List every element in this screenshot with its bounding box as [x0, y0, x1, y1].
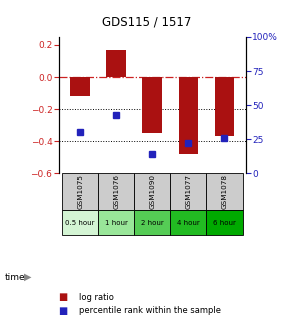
FancyBboxPatch shape — [62, 210, 98, 235]
FancyBboxPatch shape — [207, 173, 243, 210]
Text: 1 hour: 1 hour — [105, 220, 128, 226]
FancyBboxPatch shape — [62, 173, 98, 210]
Text: GSM1078: GSM1078 — [222, 174, 227, 209]
Text: ■: ■ — [59, 292, 68, 302]
FancyBboxPatch shape — [98, 173, 134, 210]
Text: GSM1077: GSM1077 — [185, 174, 191, 209]
Text: GSM1090: GSM1090 — [149, 174, 155, 209]
Text: percentile rank within the sample: percentile rank within the sample — [79, 306, 221, 315]
FancyBboxPatch shape — [98, 210, 134, 235]
FancyBboxPatch shape — [171, 173, 207, 210]
Text: GSM1076: GSM1076 — [113, 174, 119, 209]
FancyBboxPatch shape — [207, 210, 243, 235]
FancyBboxPatch shape — [134, 173, 171, 210]
Bar — [214, 77, 234, 136]
FancyBboxPatch shape — [171, 210, 207, 235]
Text: GSM1075: GSM1075 — [77, 174, 83, 209]
FancyBboxPatch shape — [134, 210, 171, 235]
Text: time: time — [4, 273, 25, 282]
Bar — [70, 77, 90, 96]
Text: 4 hour: 4 hour — [177, 220, 200, 226]
Text: GDS115 / 1517: GDS115 / 1517 — [102, 15, 191, 29]
Text: 0.5 hour: 0.5 hour — [66, 220, 95, 226]
Bar — [142, 77, 162, 133]
Text: ■: ■ — [59, 306, 68, 316]
Text: ▶: ▶ — [24, 272, 32, 282]
Text: 2 hour: 2 hour — [141, 220, 164, 226]
Bar — [106, 50, 126, 77]
Bar — [178, 77, 198, 154]
Text: 6 hour: 6 hour — [213, 220, 236, 226]
Text: log ratio: log ratio — [79, 293, 114, 302]
